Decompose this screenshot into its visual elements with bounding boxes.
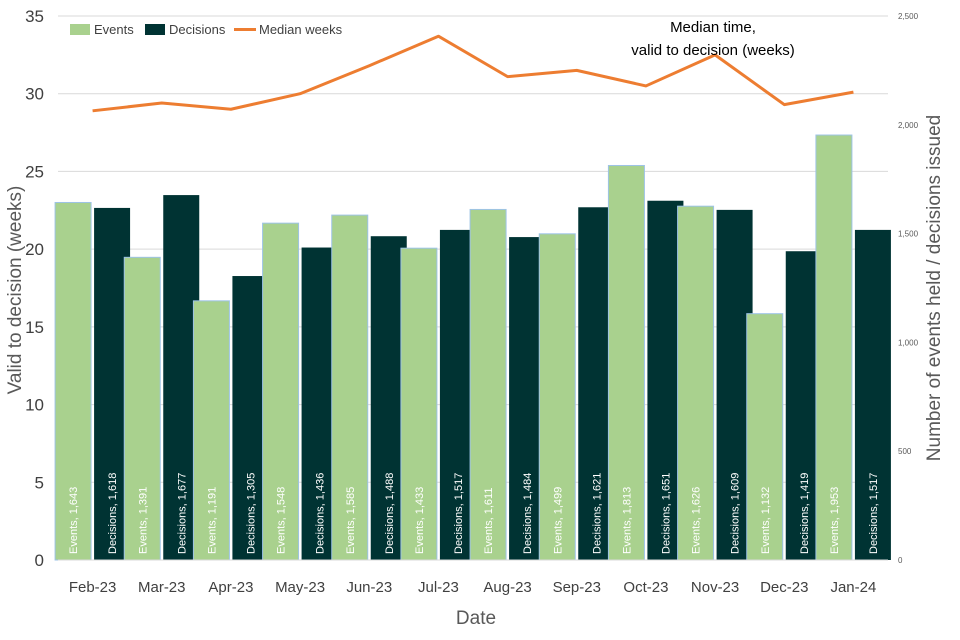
events-bar-label: Events, 1,191 xyxy=(206,487,218,554)
events-bar-label: Events, 1,391 xyxy=(137,487,149,554)
events-bar-label: Events, 1,132 xyxy=(760,487,772,554)
annotation-line-2: valid to decision (weeks) xyxy=(631,42,794,59)
events-bar xyxy=(123,256,161,561)
y-tick-label: 0 xyxy=(35,551,44,570)
events-bar-label: Events, 1,643 xyxy=(68,487,80,554)
decisions-bar-label: Decisions, 1,484 xyxy=(522,473,534,554)
y-tick-label: 5 xyxy=(35,473,44,492)
x-tick-label: Jul-23 xyxy=(418,579,459,596)
decisions-bar-label: Decisions, 1,618 xyxy=(107,473,119,554)
y-tick-label: 25 xyxy=(25,162,44,181)
decisions-bar-label: Decisions, 1,517 xyxy=(868,473,880,554)
y2-tick-label: 500 xyxy=(898,447,912,456)
x-tick-label: Dec-23 xyxy=(760,579,808,596)
events-bar xyxy=(677,205,715,561)
legend-decisions-swatch xyxy=(145,24,165,35)
x-axis-title: Date xyxy=(456,608,496,629)
events-bar xyxy=(400,247,438,561)
legend-decisions-label: Decisions xyxy=(169,22,226,37)
bars-group: Events, 1,643 Decisions, 1,618 Events, 1,3… xyxy=(54,134,891,561)
events-bar xyxy=(192,300,230,561)
decisions-bar-label: Decisions, 1,621 xyxy=(591,473,603,554)
median-line-group xyxy=(92,34,854,113)
annotation-line-1: Median time, xyxy=(670,19,756,36)
y2-axis-title: Number of events held / decisions issued xyxy=(924,115,945,461)
events-bar-label: Events, 1,585 xyxy=(345,487,357,554)
left-axis-ticks: 0 5 10 15 20 25 30 35 xyxy=(25,7,44,570)
x-tick-label: Mar-23 xyxy=(138,579,186,596)
x-tick-label: Apr-23 xyxy=(208,579,253,596)
decisions-bar-label: Decisions, 1,305 xyxy=(245,473,257,554)
y-tick-label: 30 xyxy=(25,85,44,104)
x-tick-label: Nov-23 xyxy=(691,579,739,596)
y-tick-label: 15 xyxy=(25,318,44,337)
decisions-bar-label: Decisions, 1,419 xyxy=(799,473,811,554)
y2-tick-label: 0 xyxy=(898,556,903,565)
legend-median-label: Median weeks xyxy=(259,22,343,37)
events-bar xyxy=(331,214,369,561)
events-bar xyxy=(469,208,507,561)
decisions-bar-label: Decisions, 1,609 xyxy=(730,473,742,554)
legend-events-label: Events xyxy=(94,22,134,37)
y2-tick-label: 1,500 xyxy=(898,230,919,239)
events-bar-label: Events, 1,548 xyxy=(276,487,288,554)
decisions-bar-label: Decisions, 1,651 xyxy=(660,473,672,554)
events-bar xyxy=(538,233,576,561)
decisions-bar xyxy=(854,229,891,560)
events-bar xyxy=(607,164,645,561)
x-tick-label: Aug-23 xyxy=(483,579,531,596)
events-bar-label: Events, 1,953 xyxy=(829,487,841,554)
x-tick-label: Jan-24 xyxy=(830,579,876,596)
x-tick-label: Jun-23 xyxy=(346,579,392,596)
events-bar-label: Events, 1,611 xyxy=(483,488,495,554)
events-bar xyxy=(746,313,784,561)
y2-tick-label: 2,500 xyxy=(898,12,919,21)
y2-tick-label: 2,000 xyxy=(898,121,919,130)
right-axis-ticks: 0 500 1,000 1,500 2,000 2,500 xyxy=(898,12,919,565)
events-bar-label: Events, 1,433 xyxy=(414,487,426,554)
x-tick-label: Oct-23 xyxy=(623,579,668,596)
x-tick-label: Feb-23 xyxy=(69,579,117,596)
y2-tick-label: 1,000 xyxy=(898,338,919,347)
y-axis-title: Valid to decision (weeks) xyxy=(5,186,26,395)
decisions-bar-label: Decisions, 1,517 xyxy=(453,473,465,554)
events-bar-label: Events, 1,499 xyxy=(552,487,564,554)
y-tick-label: 20 xyxy=(25,240,44,259)
events-bar-label: Events, 1,813 xyxy=(621,487,633,554)
median-weeks-line xyxy=(92,34,854,113)
decisions-bar-label: Decisions, 1,488 xyxy=(384,473,396,554)
decisions-bar-label: Decisions, 1,677 xyxy=(176,473,188,554)
decisions-bar-label: Decisions, 1,436 xyxy=(315,473,327,554)
y-tick-label: 10 xyxy=(25,396,44,415)
x-tick-label: May-23 xyxy=(275,579,325,596)
events-bar xyxy=(262,222,300,561)
y-tick-label: 35 xyxy=(25,7,44,26)
legend: Events Decisions Median weeks xyxy=(70,22,343,37)
x-axis-ticks: Feb-23 Mar-23 Apr-23 May-23 Jun-23 Jul-23 Aug-… xyxy=(69,579,877,596)
legend-events-swatch xyxy=(70,24,90,35)
x-tick-label: Sep-23 xyxy=(553,579,601,596)
events-bar-label: Events, 1,626 xyxy=(691,487,703,554)
